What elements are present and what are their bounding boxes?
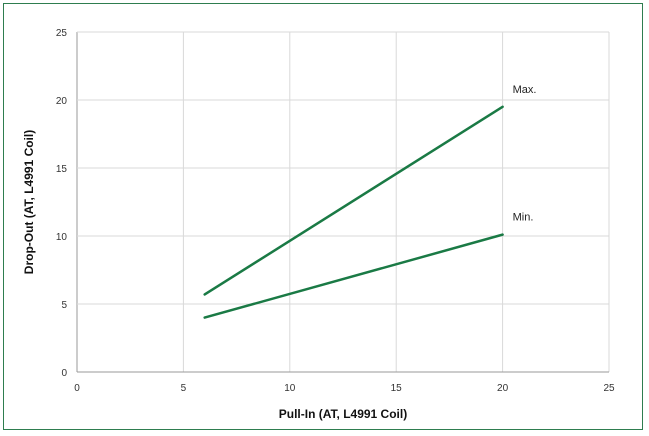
y-tick-label: 15 xyxy=(56,164,68,175)
x-tick-label: 15 xyxy=(391,383,403,394)
grid xyxy=(76,31,610,373)
tick-labels: 0 5 10 15 20 25 0 5 10 15 20 25 xyxy=(56,28,615,394)
y-tick-label: 10 xyxy=(56,232,68,243)
y-axis-title: Drop-Out (AT, L4991 Coil) xyxy=(22,130,36,274)
y-tick-label: 5 xyxy=(61,300,67,311)
y-tick-label: 25 xyxy=(56,28,68,39)
series-line-min xyxy=(203,233,504,319)
series-line-max xyxy=(203,105,504,296)
y-tick-label: 20 xyxy=(56,96,68,107)
y-tick-label: 0 xyxy=(61,368,67,379)
series-label-max: Max. xyxy=(513,84,537,96)
series-labels: Max. Min. xyxy=(513,84,537,224)
x-tick-label: 20 xyxy=(497,383,509,394)
x-tick-label: 0 xyxy=(74,383,80,394)
chart-frame xyxy=(3,3,643,430)
series-label-min: Min. xyxy=(513,212,534,224)
x-tick-label: 10 xyxy=(284,383,296,394)
x-axis-title: Pull-In (AT, L4991 Coil) xyxy=(279,407,407,421)
x-tick-label: 25 xyxy=(603,383,615,394)
x-tick-label: 5 xyxy=(181,383,187,394)
series-lines xyxy=(203,105,504,319)
